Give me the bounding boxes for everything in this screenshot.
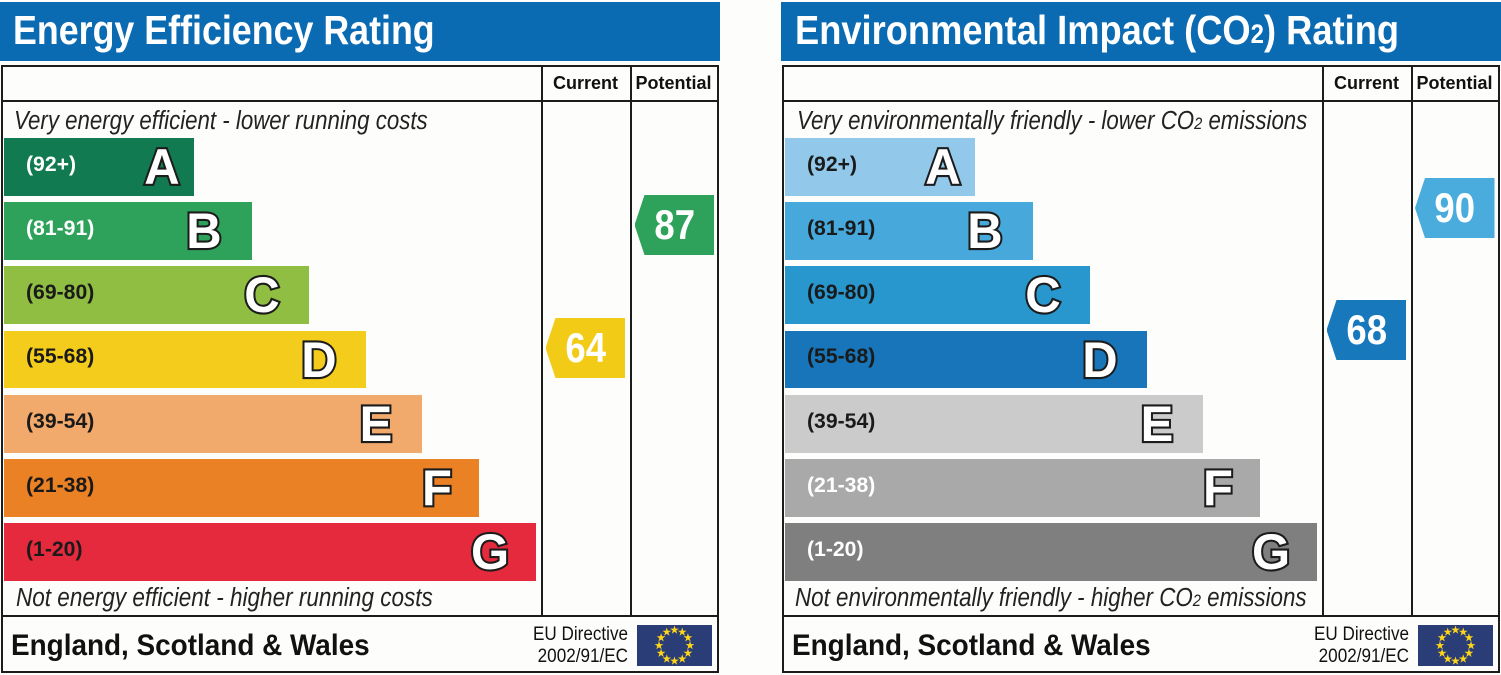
svg-text:G: G — [471, 523, 509, 580]
svg-text:G: G — [1252, 523, 1290, 580]
svg-text:F: F — [1203, 459, 1233, 516]
svg-text:A: A — [144, 138, 179, 195]
svg-text:D: D — [1082, 331, 1117, 388]
svg-text:A: A — [925, 138, 960, 195]
svg-text:D: D — [301, 331, 336, 388]
svg-text:C: C — [244, 267, 279, 324]
svg-text:E: E — [1141, 395, 1174, 452]
svg-text:E: E — [360, 395, 393, 452]
svg-text:F: F — [422, 459, 452, 516]
svg-text:C: C — [1025, 267, 1060, 324]
svg-text:B: B — [967, 202, 1002, 259]
svg-text:B: B — [186, 202, 221, 259]
